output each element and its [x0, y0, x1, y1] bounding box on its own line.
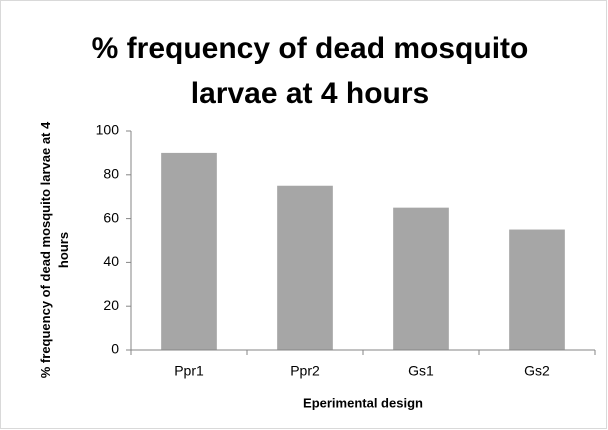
x-tick-label: Gs1	[408, 363, 434, 379]
y-tick-label: 0	[111, 341, 119, 357]
x-tick-label: Ppr2	[290, 363, 320, 379]
y-tick-label: 80	[103, 166, 119, 182]
bar	[161, 152, 217, 350]
y-axis-label: % frequency of dead mosquito larvae at 4…	[38, 121, 71, 379]
y-tick-label: 40	[103, 253, 119, 269]
bar	[393, 207, 449, 350]
bar	[509, 229, 565, 350]
x-tick-label: Gs2	[524, 363, 550, 379]
y-tick-label: 20	[103, 297, 119, 313]
x-tick-label: Ppr1	[174, 363, 204, 379]
bar	[277, 185, 333, 350]
y-tick-label: 100	[96, 122, 120, 138]
chart-title: % frequency of dead mosquito larvae at 4…	[91, 32, 529, 110]
x-axis-label: Eperimental design	[303, 395, 423, 410]
y-tick-label: 60	[103, 209, 119, 225]
